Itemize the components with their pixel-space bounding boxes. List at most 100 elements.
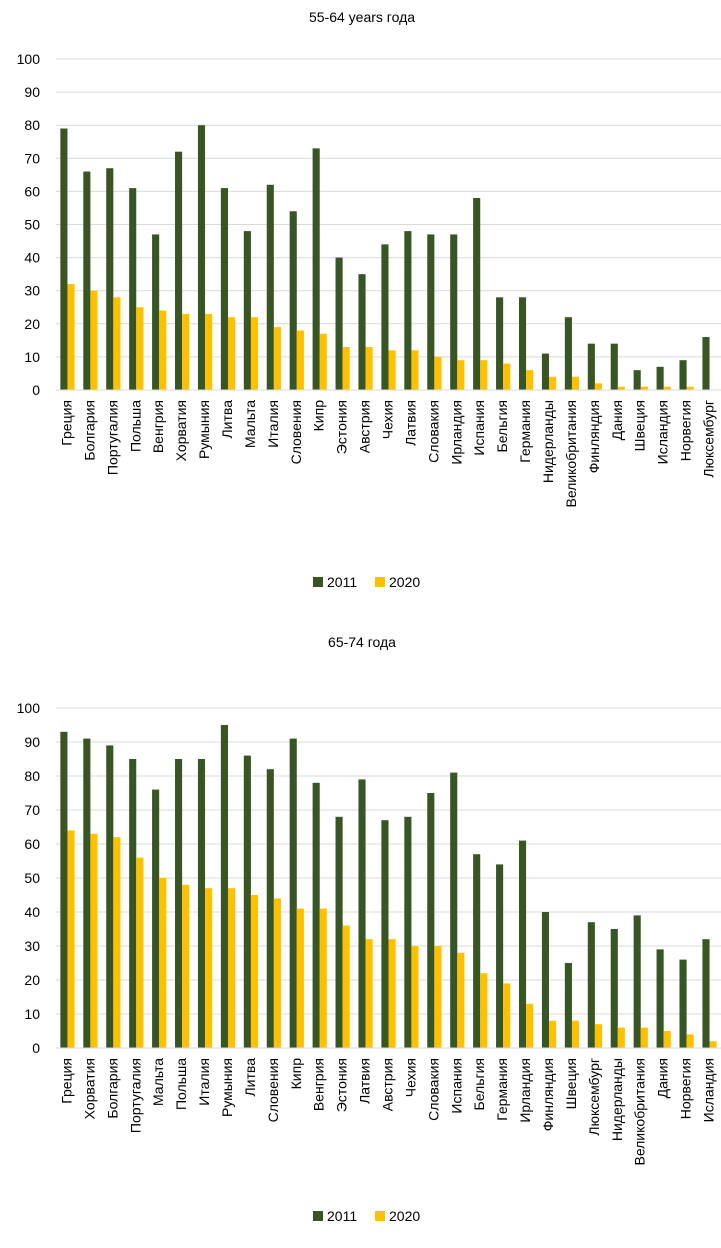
x-tick-label: Португалия xyxy=(104,400,120,475)
x-tick-label: Словакия xyxy=(425,400,441,463)
bar-2011 xyxy=(679,959,687,1048)
bar-2011 xyxy=(60,731,68,1048)
legend-label-2011: 2011 xyxy=(327,574,357,590)
chart-title: 55-64 years года xyxy=(309,9,415,25)
bar-2020 xyxy=(365,939,373,1048)
x-tick-label: Бельгия xyxy=(471,1058,487,1110)
bar-2020 xyxy=(411,946,419,1048)
bar-2020 xyxy=(250,317,259,390)
bar-2020 xyxy=(571,1020,580,1048)
x-tick-label: Болгария xyxy=(81,400,97,461)
y-tick-label: 0 xyxy=(32,382,40,398)
y-tick-label: 20 xyxy=(24,316,40,332)
bar-2020 xyxy=(549,376,557,390)
x-tick-label: Австрия xyxy=(357,400,373,453)
bar-2020 xyxy=(342,925,350,1048)
x-tick-label: Швеция xyxy=(563,1058,579,1109)
bar-2011 xyxy=(427,234,435,390)
bar-2011 xyxy=(404,231,412,390)
chart-55-64-svg: 55-64 years года 0102030405060708090100 … xyxy=(17,9,721,590)
y-tick-label: 90 xyxy=(24,84,40,100)
y-tick-label: 10 xyxy=(24,349,40,365)
bar-2020 xyxy=(182,313,190,390)
x-tick-label: Литва xyxy=(242,1058,258,1097)
bar-2020 xyxy=(388,350,396,390)
legend-swatch-2011 xyxy=(313,577,323,587)
x-tick-label: Италия xyxy=(265,400,281,448)
y-tick-label: 30 xyxy=(24,938,40,954)
x-tick-label: Швеция xyxy=(632,400,648,451)
bar-2011 xyxy=(243,231,251,390)
bar-2020 xyxy=(526,1003,534,1048)
x-tick-label: Мальта xyxy=(150,1058,166,1106)
x-tick-label: Норвегия xyxy=(678,1058,694,1119)
bar-2020 xyxy=(709,1041,717,1048)
y-tick-label: 70 xyxy=(24,802,40,818)
bar-2020 xyxy=(90,290,98,390)
bar-2020 xyxy=(159,310,167,390)
x-tick-label: Венгрия xyxy=(311,1058,327,1111)
x-tick-label: Австрия xyxy=(380,1058,396,1111)
x-tick-label: Чехия xyxy=(402,1058,418,1097)
bar-2011 xyxy=(220,188,228,390)
bar-2020 xyxy=(67,284,75,390)
y-tick-label: 60 xyxy=(24,183,40,199)
y-tick-label: 40 xyxy=(24,250,40,266)
bar-2020 xyxy=(136,857,144,1048)
bar-2011 xyxy=(106,745,114,1048)
x-tick-label: Люксембург xyxy=(701,400,717,478)
bar-2011 xyxy=(335,257,343,390)
bar-2011 xyxy=(289,211,297,390)
bar-2020 xyxy=(205,888,213,1048)
x-tick-label: Литва xyxy=(219,400,235,439)
legend-swatch-2011 xyxy=(313,1211,323,1221)
bar-2011 xyxy=(266,184,274,390)
legend-label-2020: 2020 xyxy=(389,1208,420,1224)
bar-2011 xyxy=(564,963,572,1048)
bar-2011 xyxy=(289,738,297,1048)
bar-2020 xyxy=(640,386,648,390)
x-tick-label: Латвия xyxy=(357,1058,373,1104)
bar-2020 xyxy=(227,888,236,1048)
bar-2020 xyxy=(113,297,121,390)
bar-2011 xyxy=(152,234,160,390)
bar-2011 xyxy=(152,789,160,1048)
bar-2020 xyxy=(457,952,465,1048)
bar-2020 xyxy=(480,360,488,390)
x-tick-label: Финляндия xyxy=(586,400,602,473)
bar-2020 xyxy=(296,908,304,1048)
bar-2011 xyxy=(587,922,595,1048)
bar-2020 xyxy=(273,327,281,390)
y-tick-label: 40 xyxy=(24,904,40,920)
bar-2020 xyxy=(663,1031,671,1048)
x-tick-label: Эстония xyxy=(334,400,350,454)
bar-2020 xyxy=(319,333,327,390)
legend: 2011 2020 xyxy=(313,574,420,590)
bar-2011 xyxy=(450,234,458,390)
bar-2011 xyxy=(541,912,550,1048)
bar-2011 xyxy=(496,864,504,1048)
x-tick-label: Исландия xyxy=(655,400,671,464)
x-tick-label: Словения xyxy=(288,400,304,464)
bar-2020 xyxy=(457,360,465,390)
bar-2020 xyxy=(434,946,442,1048)
x-tick-label: Хорватия xyxy=(173,400,189,461)
bar-2011 xyxy=(106,168,114,390)
x-tick-label: Хорватия xyxy=(81,1058,97,1119)
x-tick-label: Германия xyxy=(517,400,533,463)
x-tick-label: Германия xyxy=(494,1058,510,1121)
x-tick-label: Нидерланды xyxy=(609,1058,625,1141)
bar-2020 xyxy=(182,884,190,1048)
bar-2011 xyxy=(564,317,572,390)
y-tick-label: 100 xyxy=(17,51,41,67)
x-tick-label: Румыния xyxy=(196,400,212,459)
bar-2011 xyxy=(175,151,183,390)
bar-2011 xyxy=(633,370,641,390)
bar-2011 xyxy=(473,854,481,1048)
bar-2011 xyxy=(243,755,251,1048)
y-tick-label: 10 xyxy=(24,1006,40,1022)
bar-2011 xyxy=(335,816,343,1048)
y-tick-label: 90 xyxy=(24,734,40,750)
x-tick-label: Ирландия xyxy=(517,1058,533,1123)
x-tick-label: Испания xyxy=(471,400,487,456)
